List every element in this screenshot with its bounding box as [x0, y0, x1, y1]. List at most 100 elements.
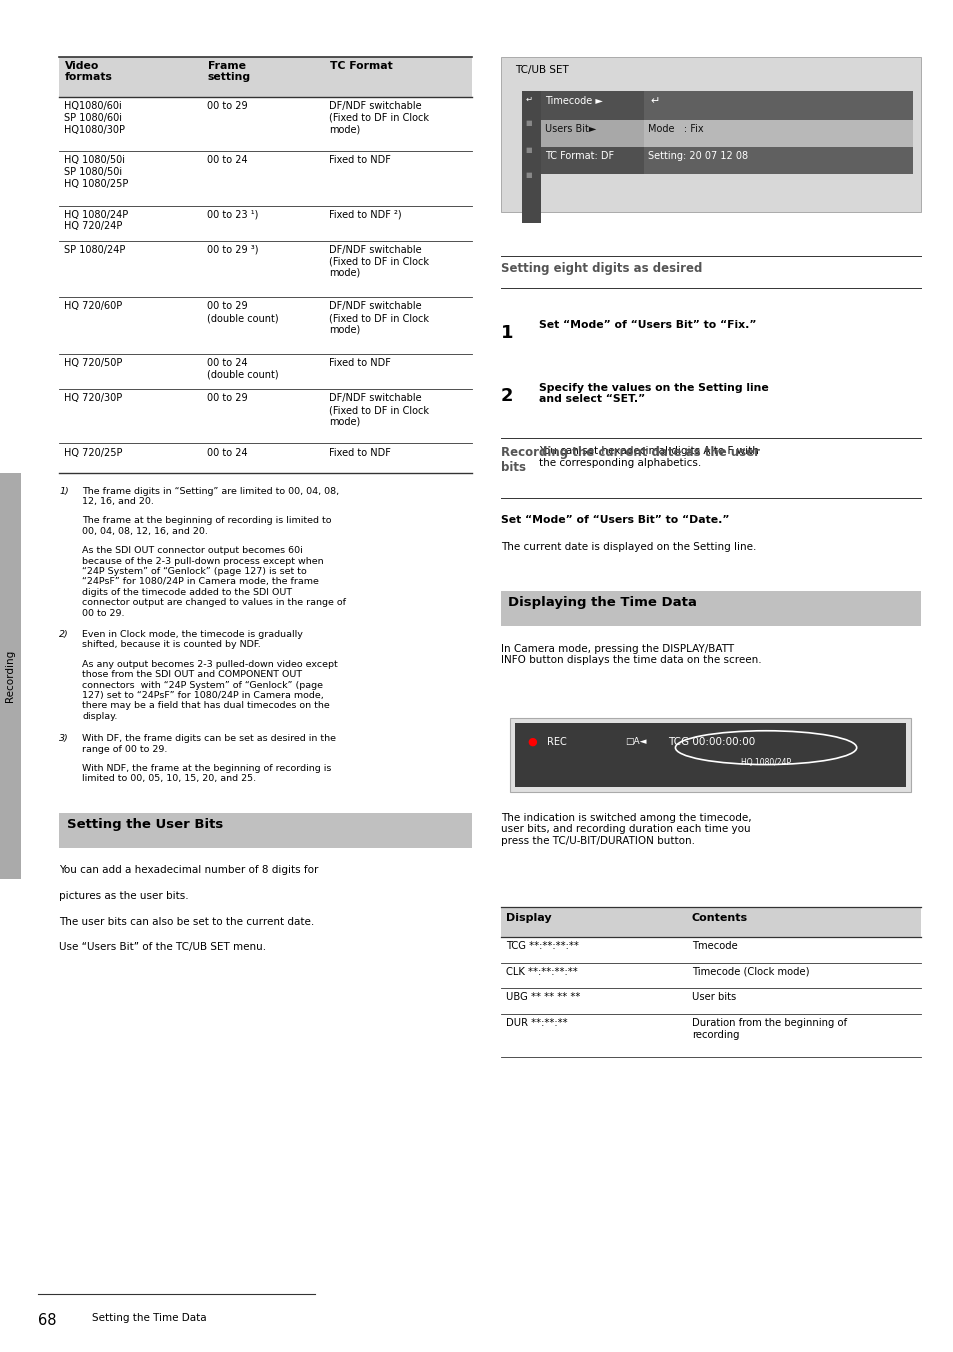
Text: The user bits can also be set to the current date.: The user bits can also be set to the cur…	[59, 917, 314, 926]
Text: Setting the User Bits: Setting the User Bits	[67, 818, 223, 831]
Text: You can set hexadecimal digits A to F with
the corresponding alphabetics.: You can set hexadecimal digits A to F wi…	[538, 446, 758, 468]
Text: CLK **:**:**:**: CLK **:**:**:**	[505, 967, 577, 976]
Text: Fixed to NDF: Fixed to NDF	[329, 448, 391, 457]
Text: □A◄: □A◄	[624, 737, 646, 746]
Text: 00 to 23 ¹): 00 to 23 ¹)	[207, 210, 258, 219]
Bar	[540, 120, 912, 147]
Text: 00 to 24: 00 to 24	[207, 155, 248, 165]
Text: HQ 1080/24P: HQ 1080/24P	[740, 758, 790, 768]
Text: Frame
setting: Frame setting	[208, 61, 251, 82]
Text: As the SDI OUT connector output becomes 60i
because of the 2-3 pull-down process: As the SDI OUT connector output becomes …	[82, 546, 346, 618]
Text: Timecode ►: Timecode ►	[544, 96, 602, 105]
Bar	[59, 57, 472, 97]
Text: HQ1080/60i
SP 1080/60i
HQ1080/30P: HQ1080/60i SP 1080/60i HQ1080/30P	[64, 101, 125, 135]
Text: Even in Clock mode, the timecode is gradually
shifted, because it is counted by : Even in Clock mode, the timecode is grad…	[82, 630, 303, 649]
Bar	[59, 813, 472, 848]
Text: 00 to 29: 00 to 29	[207, 101, 248, 111]
Text: HQ 720/50P: HQ 720/50P	[64, 358, 122, 368]
Bar	[540, 91, 912, 120]
Text: You can add a hexadecimal number of 8 digits for: You can add a hexadecimal number of 8 di…	[59, 865, 318, 875]
Bar	[500, 907, 920, 937]
Text: 00 to 24
(double count): 00 to 24 (double count)	[207, 358, 278, 380]
Text: Setting: 20 07 12 08: Setting: 20 07 12 08	[647, 151, 747, 161]
Text: HQ 720/60P: HQ 720/60P	[64, 301, 122, 311]
Text: Recording: Recording	[6, 650, 15, 702]
Text: 00 to 29: 00 to 29	[207, 393, 248, 403]
Text: UBG ** ** ** **: UBG ** ** ** **	[505, 992, 579, 1002]
Text: HQ 720/25P: HQ 720/25P	[64, 448, 122, 457]
Text: Tmecode: Tmecode	[691, 941, 737, 950]
Text: Fixed to NDF ²): Fixed to NDF ²)	[329, 210, 401, 219]
Text: DF/NDF switchable
(Fixed to DF in Clock
mode): DF/NDF switchable (Fixed to DF in Clock …	[329, 101, 429, 135]
Text: 1: 1	[500, 324, 513, 342]
Text: 2: 2	[500, 387, 513, 404]
Text: Mode   : Fix: Mode : Fix	[647, 124, 702, 134]
Text: As any output becomes 2-3 pulled-down video except
those from the SDI OUT and CO: As any output becomes 2-3 pulled-down vi…	[82, 660, 337, 721]
Bar	[540, 147, 912, 174]
Text: 68: 68	[38, 1313, 56, 1328]
Bar	[0, 473, 21, 879]
Text: In Camera mode, pressing the DISPLAY/BATT
INFO button displays the time data on : In Camera mode, pressing the DISPLAY/BAT…	[500, 644, 760, 665]
Text: pictures as the user bits.: pictures as the user bits.	[59, 891, 189, 900]
Text: Fixed to NDF: Fixed to NDF	[329, 358, 391, 368]
Bar	[643, 147, 912, 174]
Text: 00 to 29 ³): 00 to 29 ³)	[207, 245, 258, 254]
Text: Duration from the beginning of
recording: Duration from the beginning of recording	[691, 1018, 846, 1040]
Text: ↵: ↵	[650, 96, 659, 105]
Text: 1): 1)	[59, 487, 69, 496]
Text: TC Format: DF: TC Format: DF	[544, 151, 613, 161]
Text: 2): 2)	[59, 630, 69, 639]
Text: Specify the values on the Setting line
and select “SET.”: Specify the values on the Setting line a…	[538, 383, 768, 404]
Text: HQ 1080/24P
HQ 720/24P: HQ 1080/24P HQ 720/24P	[64, 210, 128, 231]
Bar	[500, 57, 920, 212]
Text: DUR **:**:**: DUR **:**:**	[505, 1018, 567, 1028]
Text: TCG 00:00:00:00: TCG 00:00:00:00	[667, 737, 754, 746]
Text: Timecode (Clock mode): Timecode (Clock mode)	[691, 967, 808, 976]
Text: Video
formats: Video formats	[65, 61, 112, 82]
Text: ●: ●	[527, 737, 537, 746]
Text: The frame digits in “Setting” are limited to 00, 04, 08,
12, 16, and 20.: The frame digits in “Setting” are limite…	[82, 487, 339, 506]
Bar	[510, 718, 910, 792]
Text: TCG **:**:**:**: TCG **:**:**:**	[505, 941, 578, 950]
Text: Setting eight digits as desired: Setting eight digits as desired	[500, 262, 701, 276]
Text: 3): 3)	[59, 734, 69, 744]
Text: HQ 1080/50i
SP 1080/50i
HQ 1080/25P: HQ 1080/50i SP 1080/50i HQ 1080/25P	[64, 155, 128, 189]
Text: ↵: ↵	[525, 95, 532, 104]
Text: User bits: User bits	[691, 992, 735, 1002]
Text: Contents: Contents	[691, 913, 747, 922]
Text: 00 to 24: 00 to 24	[207, 448, 248, 457]
Text: 00 to 29
(double count): 00 to 29 (double count)	[207, 301, 278, 323]
Bar	[521, 199, 540, 223]
Text: Recording the current date as the user
bits: Recording the current date as the user b…	[500, 446, 759, 475]
Text: SP 1080/24P: SP 1080/24P	[64, 245, 125, 254]
Text: The current date is displayed on the Setting line.: The current date is displayed on the Set…	[500, 542, 756, 552]
Bar	[643, 120, 912, 147]
Text: With NDF, the frame at the beginning of recording is
limited to 00, 05, 10, 15, : With NDF, the frame at the beginning of …	[82, 764, 331, 783]
Text: The indication is switched among the timecode,
user bits, and recording duration: The indication is switched among the tim…	[500, 813, 751, 846]
Text: HQ 720/30P: HQ 720/30P	[64, 393, 122, 403]
Bar	[521, 174, 540, 199]
Text: DF/NDF switchable
(Fixed to DF in Clock
mode): DF/NDF switchable (Fixed to DF in Clock …	[329, 245, 429, 279]
Text: Setting the Time Data: Setting the Time Data	[91, 1313, 206, 1322]
Text: ■: ■	[525, 147, 532, 153]
Text: Set “Mode” of “Users Bit” to “Fix.”: Set “Mode” of “Users Bit” to “Fix.”	[538, 320, 756, 330]
Text: REC: REC	[546, 737, 566, 746]
Text: TC/UB SET: TC/UB SET	[515, 65, 568, 74]
Bar	[521, 91, 540, 199]
Text: Set “Mode” of “Users Bit” to “Date.”: Set “Mode” of “Users Bit” to “Date.”	[500, 515, 729, 525]
Text: Fixed to NDF: Fixed to NDF	[329, 155, 391, 165]
Bar	[515, 723, 905, 787]
Text: DF/NDF switchable
(Fixed to DF in Clock
mode): DF/NDF switchable (Fixed to DF in Clock …	[329, 393, 429, 427]
Bar	[643, 91, 912, 120]
Text: Display: Display	[505, 913, 551, 922]
Text: The frame at the beginning of recording is limited to
00, 04, 08, 12, 16, and 20: The frame at the beginning of recording …	[82, 516, 332, 535]
Bar	[500, 591, 920, 626]
Text: With DF, the frame digits can be set as desired in the
range of 00 to 29.: With DF, the frame digits can be set as …	[82, 734, 335, 753]
Text: DF/NDF switchable
(Fixed to DF in Clock
mode): DF/NDF switchable (Fixed to DF in Clock …	[329, 301, 429, 335]
Text: TC Format: TC Format	[330, 61, 393, 70]
Text: ■: ■	[525, 120, 532, 126]
Text: ■: ■	[525, 172, 532, 177]
Text: Users Bit►: Users Bit►	[544, 124, 596, 134]
Text: Displaying the Time Data: Displaying the Time Data	[508, 596, 697, 610]
Text: Use “Users Bit” of the TC/UB SET menu.: Use “Users Bit” of the TC/UB SET menu.	[59, 942, 266, 952]
